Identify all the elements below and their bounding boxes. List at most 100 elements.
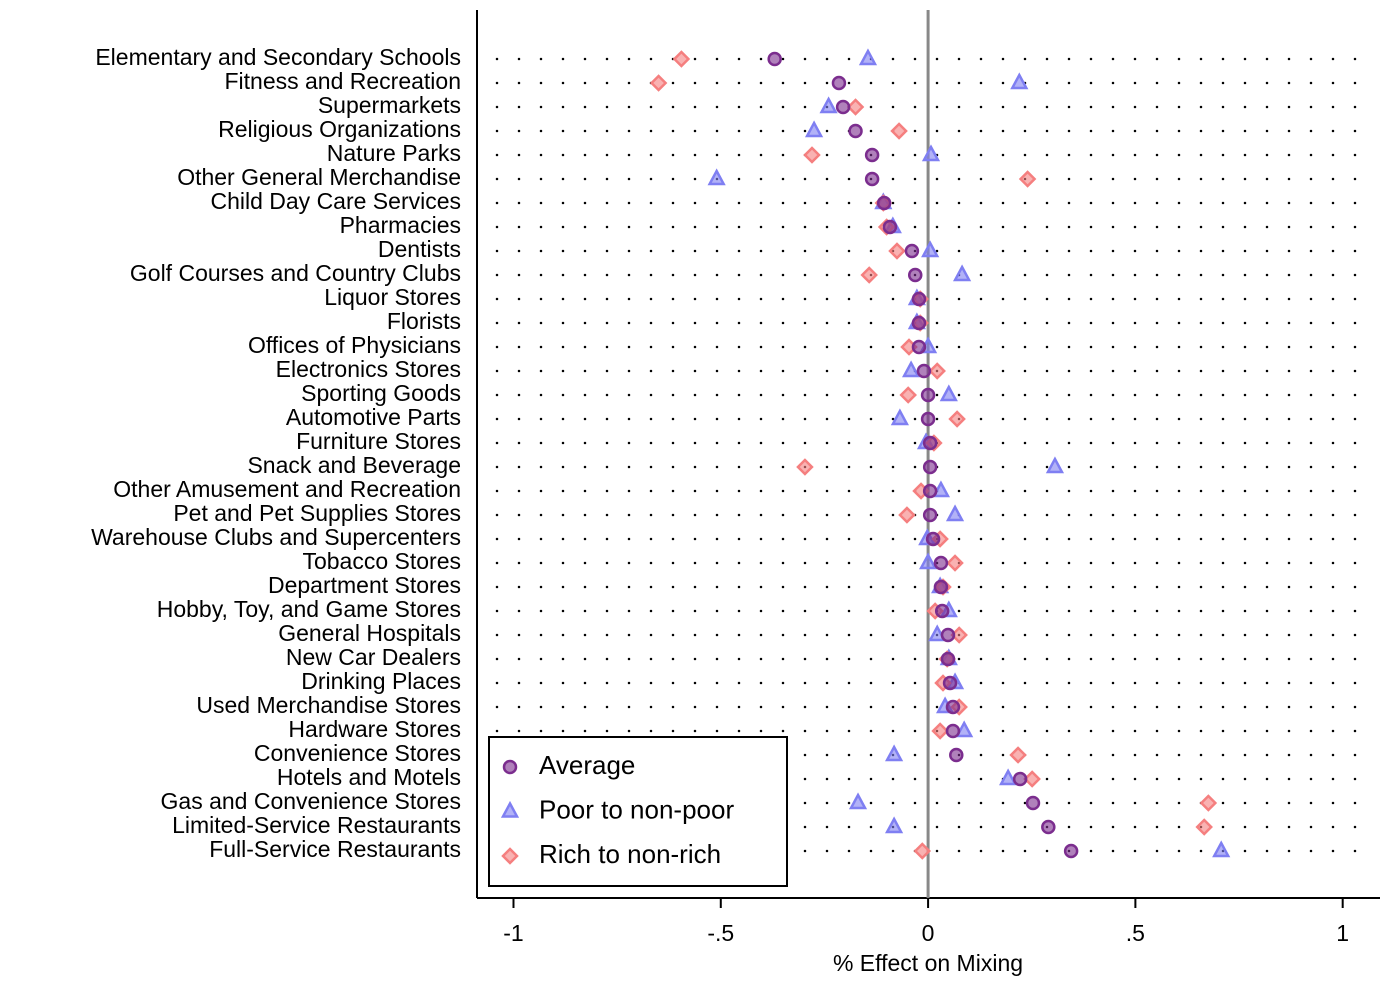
category-label: Snack and Beverage [247,452,461,478]
data-point [767,51,782,67]
data-point [1212,840,1231,858]
data-point [911,315,927,331]
data-point [946,554,964,572]
category-label: Limited-Service Restaurants [172,812,461,838]
data-point [1025,795,1041,811]
x-tick-label: 1 [1336,920,1349,946]
category-label: Drinking Places [301,668,461,694]
data-point [860,266,878,284]
category-label: Hobby, Toy, and Game Stores [157,596,461,622]
category-label: Department Stores [268,572,461,598]
data-point [890,122,908,140]
category-label: Electronics Stores [276,356,461,382]
data-point [672,50,691,68]
data-point [922,507,938,523]
data-point [904,243,920,259]
data-point [940,651,956,667]
data-point [921,144,941,162]
data-point [922,435,938,451]
data-point [911,291,927,307]
x-tick-label: -.5 [707,920,734,946]
legend-box [488,736,788,887]
data-point [1018,170,1037,188]
category-label: Warehouse Clubs and Supercenters [91,524,461,550]
category-label: Florists [387,308,461,334]
data-point [913,842,932,860]
data-point [920,411,936,427]
data-point [707,168,726,186]
data-point [901,360,921,378]
category-label: Automotive Parts [286,404,461,430]
data-point [898,506,916,524]
data-point [835,99,851,115]
data-point [1009,746,1027,764]
x-axis-label: % Effect on Mixing [833,950,1023,976]
legend-marker [500,800,520,818]
category-label: Gas and Convenience Stores [161,788,461,814]
category-label: Used Merchandise Stores [196,692,461,718]
category-label: Supermarkets [318,92,461,118]
data-point [888,242,906,260]
data-point [916,363,932,379]
category-label: Religious Organizations [218,116,461,142]
data-point [803,146,821,164]
data-point [1195,818,1213,836]
category-label: Convenience Stores [254,740,461,766]
category-label: Liquor Stores [324,284,461,310]
data-point [848,123,863,139]
data-point [940,627,956,643]
data-point [921,240,940,258]
data-point [922,483,938,499]
data-point [920,387,936,403]
data-point [933,555,949,571]
category-label: Elementary and Secondary Schools [95,44,461,70]
category-label: Hotels and Motels [277,764,461,790]
data-point [933,579,949,595]
legend-label: Rich to non-rich [539,839,721,869]
data-point [911,339,927,355]
data-point [939,384,958,402]
data-point [819,96,838,114]
category-label: New Car Dealers [286,644,461,670]
data-point [831,75,847,91]
category-label: Hardware Stores [288,716,461,742]
data-point [899,386,917,404]
data-point [922,459,938,475]
data-point [955,720,974,738]
data-point [928,362,946,380]
data-point [884,744,904,762]
data-point [858,48,878,66]
data-point [848,792,868,810]
data-point [1010,72,1029,90]
data-point [999,768,1018,786]
data-point [796,458,814,476]
data-point [945,723,961,739]
data-point [1012,771,1028,787]
data-point [1023,770,1041,788]
data-point [942,675,958,691]
data-point [945,699,961,715]
data-point [952,264,972,282]
category-label: Child Day Care Services [210,188,461,214]
data-point [948,410,966,428]
data-point [890,408,909,426]
category-label: Other General Merchandise [177,164,461,190]
category-label: Dentists [378,236,461,262]
legend-marker [502,759,518,775]
category-label: Other Amusement and Recreation [113,476,461,502]
data-point [1041,819,1056,835]
data-point [876,195,892,211]
x-tick-label: .5 [1126,920,1145,946]
data-point [884,816,904,834]
category-label: Golf Courses and Country Clubs [130,260,461,286]
category-label: Fitness and Recreation [224,68,461,94]
x-tick-label: 0 [922,920,935,946]
data-point [945,504,965,522]
data-point [846,98,865,116]
category-label: Nature Parks [327,140,461,166]
data-point [804,120,824,138]
data-point [925,531,941,547]
data-point [864,147,880,163]
data-point [931,722,949,740]
data-point [918,552,938,570]
